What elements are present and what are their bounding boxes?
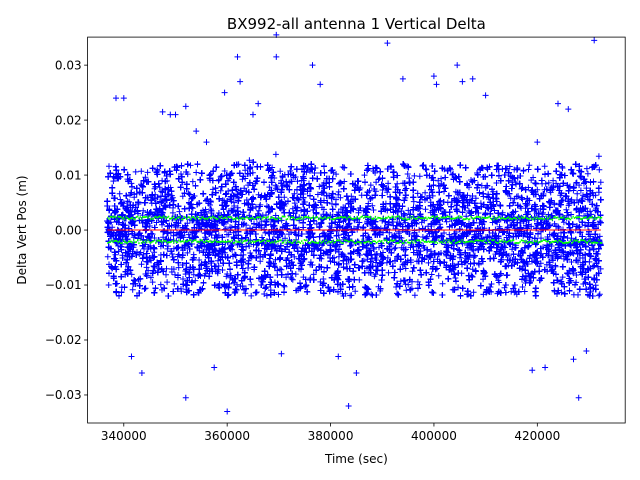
blue-plus-outlier xyxy=(255,100,262,107)
blue-plus-outlier xyxy=(353,370,360,376)
blue-plus-outlier xyxy=(182,103,189,110)
blue-plus-outlier xyxy=(575,394,582,401)
blue-plus-outlier xyxy=(482,92,489,99)
blue-plus-outlier xyxy=(454,62,461,69)
blue-plus-outlier xyxy=(128,353,135,360)
blue-plus-outlier xyxy=(591,37,598,44)
blue-plus-outlier xyxy=(172,111,179,118)
green-lower-line xyxy=(107,239,603,245)
blue-plus-outlier xyxy=(384,40,391,47)
x-axis-label: Time (sec) xyxy=(324,452,388,466)
data-marks-layer xyxy=(104,31,604,415)
x-tick-label: 380000 xyxy=(308,429,354,443)
blue-plus-outlier xyxy=(542,364,549,371)
blue-plus-outlier xyxy=(211,364,218,371)
blue-plus-outlier xyxy=(113,95,119,102)
x-tick-label: 360000 xyxy=(204,429,250,443)
blue-plus-outlier xyxy=(250,111,256,118)
blue-plus-outlier xyxy=(565,106,572,113)
blue-plus-outlier xyxy=(167,111,174,118)
blue-plus-outlier xyxy=(335,353,342,360)
x-tick-label: 400000 xyxy=(411,429,457,443)
green-upper-line xyxy=(107,215,603,221)
ticks-layer: 340000 360000 380000 400000 420000 −0.03 −0.02… xyxy=(45,58,560,443)
blue-plus-outlier xyxy=(555,100,561,107)
y-axis-label: Delta Vert Pos (m) xyxy=(15,175,29,284)
blue-plus-outlier xyxy=(193,128,200,135)
blue-plus-outlier xyxy=(529,367,536,374)
blue-plus-outlier xyxy=(345,403,352,409)
blue-plus-outlier xyxy=(234,53,241,60)
y-tick-label: 0.00 xyxy=(55,223,82,237)
x-tick-label: 420000 xyxy=(514,429,560,443)
y-tick-label: −0.02 xyxy=(45,333,82,347)
chart-title: BX992-all antenna 1 Vertical Delta xyxy=(227,15,486,33)
plot-frame xyxy=(87,36,626,424)
blue-plus-outlier xyxy=(120,95,127,102)
y-tick-label: 0.02 xyxy=(55,113,82,127)
y-tick-label: −0.01 xyxy=(45,278,82,292)
blue-plus-outlier xyxy=(570,356,577,363)
blue-plus-outlier xyxy=(430,73,437,80)
blue-plus-outlier xyxy=(534,139,541,146)
blue-plus-outlier xyxy=(459,78,466,85)
blue-plus-outlier xyxy=(224,408,231,415)
blue-plus-outlier xyxy=(278,350,285,357)
blue-plus-outlier xyxy=(433,81,440,88)
blue-plus-outlier xyxy=(159,108,166,115)
blue-plus-series xyxy=(104,31,604,415)
blue-plus-outlier xyxy=(221,89,228,96)
blue-plus-outlier xyxy=(273,53,280,60)
blue-plus-outlier xyxy=(309,62,316,69)
blue-plus-outlier xyxy=(317,81,324,88)
blue-plus-outlier xyxy=(138,370,145,376)
y-tick-label: 0.01 xyxy=(55,168,82,182)
blue-plus-outlier xyxy=(583,348,590,354)
y-tick-label: 0.03 xyxy=(55,58,82,72)
blue-plus-outlier xyxy=(399,75,406,82)
y-tick-label: −0.03 xyxy=(45,388,82,402)
blue-plus-outlier xyxy=(203,139,210,146)
x-tick-label: 340000 xyxy=(101,429,147,443)
blue-plus-outlier xyxy=(182,394,189,401)
blue-plus-outlier xyxy=(237,78,244,85)
blue-plus-outlier xyxy=(469,75,476,82)
